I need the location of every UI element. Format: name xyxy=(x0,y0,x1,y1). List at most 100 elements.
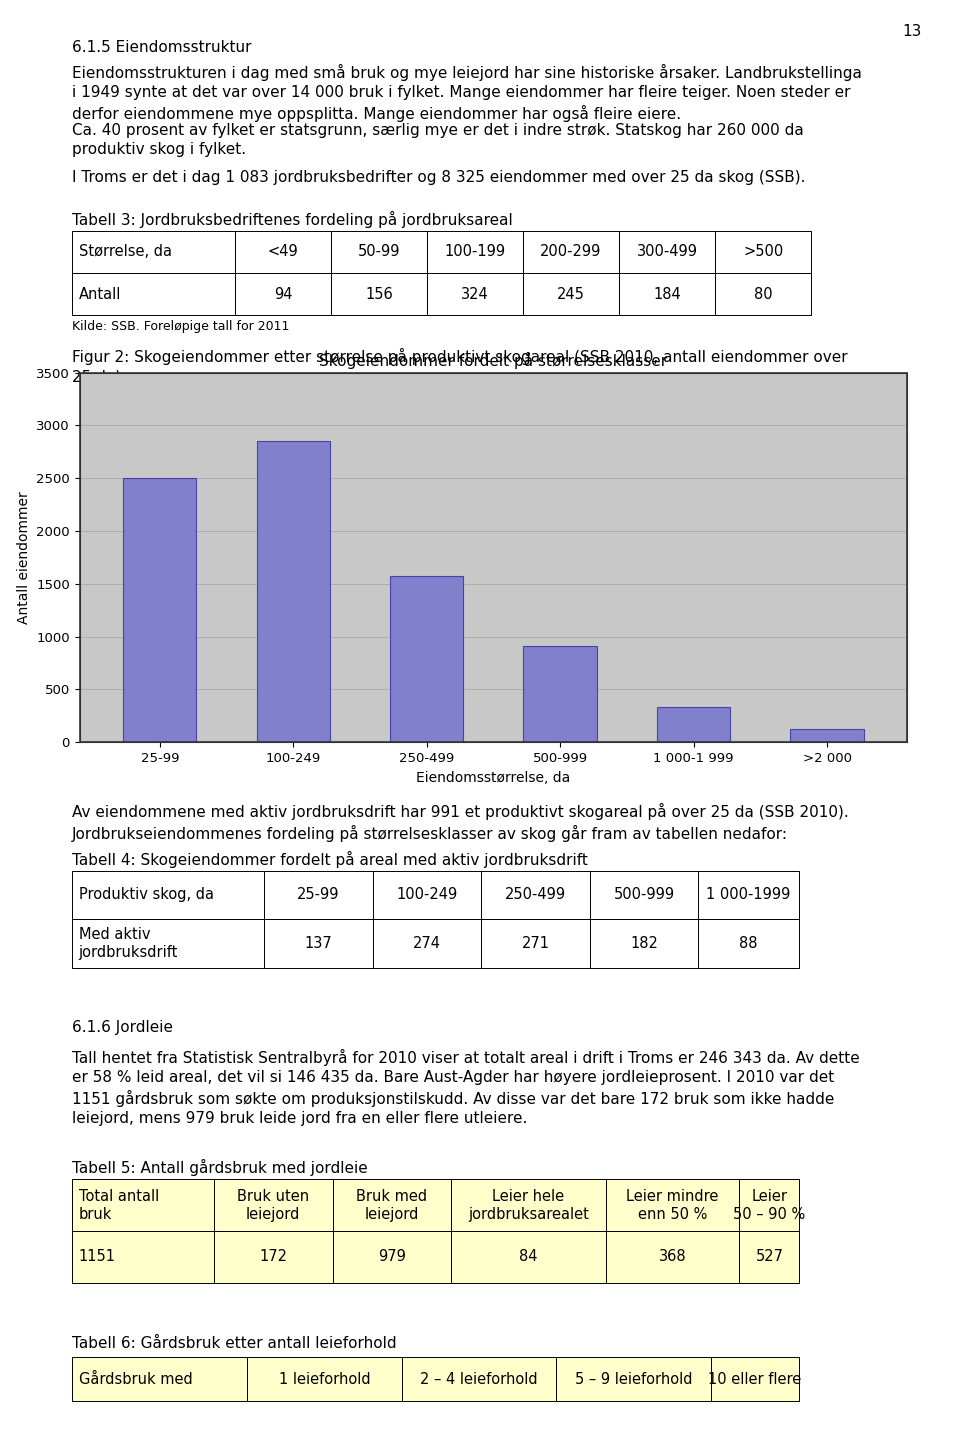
Text: 979: 979 xyxy=(378,1250,406,1264)
Text: 88: 88 xyxy=(739,936,757,952)
Bar xyxy=(332,1179,451,1231)
Text: 527: 527 xyxy=(756,1250,783,1264)
Text: Ca. 40 prosent av fylket er statsgrunn, særlig mye er det i indre strøk. Statsko: Ca. 40 prosent av fylket er statsgrunn, … xyxy=(72,123,804,156)
Bar xyxy=(619,272,715,315)
Text: I Troms er det i dag 1 083 jordbruksbedrifter og 8 325 eiendommer med over 25 da: I Troms er det i dag 1 083 jordbruksbedr… xyxy=(72,171,805,185)
Bar xyxy=(72,231,235,272)
Text: Tabell 5: Antall gårdsbruk med jordleie: Tabell 5: Antall gårdsbruk med jordleie xyxy=(72,1159,368,1176)
Text: 1 000-1999: 1 000-1999 xyxy=(707,887,791,903)
Text: Figur 2: Skogeiendommer etter størrelse på produktivt skogareal (SSB 2010, antal: Figur 2: Skogeiendommer etter størrelse … xyxy=(72,348,848,384)
Text: >500: >500 xyxy=(743,245,783,259)
Bar xyxy=(589,920,698,969)
Text: 324: 324 xyxy=(461,287,489,301)
Text: 94: 94 xyxy=(274,287,292,301)
Bar xyxy=(711,1357,799,1401)
Bar xyxy=(331,272,427,315)
Text: 200-299: 200-299 xyxy=(540,245,602,259)
Text: 100-249: 100-249 xyxy=(396,887,458,903)
Text: 1151: 1151 xyxy=(79,1250,116,1264)
Bar xyxy=(619,231,715,272)
Text: 2 – 4 leieforhold: 2 – 4 leieforhold xyxy=(420,1371,538,1387)
Bar xyxy=(72,1179,214,1231)
Bar xyxy=(523,272,619,315)
Bar xyxy=(332,1231,451,1283)
Bar xyxy=(606,1231,739,1283)
Text: 156: 156 xyxy=(365,287,393,301)
Bar xyxy=(657,708,731,742)
Bar xyxy=(481,870,589,920)
Text: Leier mindre
enn 50 %: Leier mindre enn 50 % xyxy=(626,1188,719,1222)
Bar xyxy=(214,1231,332,1283)
Text: Tabell 3: Jordbruksbedriftenes fordeling på jordbruksareal: Tabell 3: Jordbruksbedriftenes fordeling… xyxy=(72,211,513,228)
Text: Med aktiv
jordbruksdrift: Med aktiv jordbruksdrift xyxy=(79,927,179,960)
Bar xyxy=(698,870,799,920)
Text: 368: 368 xyxy=(659,1250,686,1264)
Text: Leier
50 – 90 %: Leier 50 – 90 % xyxy=(733,1188,805,1222)
Text: 250-499: 250-499 xyxy=(505,887,566,903)
Text: Størrelse, da: Størrelse, da xyxy=(79,245,172,259)
Text: Av eiendommene med aktiv jordbruksdrift har 991 et produktivt skogareal på over : Av eiendommene med aktiv jordbruksdrift … xyxy=(72,802,849,843)
Bar xyxy=(451,1231,606,1283)
Bar xyxy=(715,272,811,315)
Bar xyxy=(790,728,864,742)
Text: 137: 137 xyxy=(304,936,332,952)
X-axis label: Eiendomsstørrelse, da: Eiendomsstørrelse, da xyxy=(417,771,570,785)
Bar xyxy=(264,920,372,969)
Bar xyxy=(427,272,523,315)
Bar xyxy=(72,920,264,969)
Bar xyxy=(372,870,481,920)
Text: Tabell 4: Skogeiendommer fordelt på areal med aktiv jordbruksdrift: Tabell 4: Skogeiendommer fordelt på area… xyxy=(72,851,588,867)
Text: 6.1.6 Jordleie: 6.1.6 Jordleie xyxy=(72,1020,173,1035)
Bar xyxy=(72,870,264,920)
Text: 84: 84 xyxy=(519,1250,538,1264)
Text: <49: <49 xyxy=(268,245,299,259)
Bar xyxy=(715,231,811,272)
Bar xyxy=(72,272,235,315)
Title: Skogeiendommer fordelt på størrelsesklasser: Skogeiendommer fordelt på størrelsesklas… xyxy=(320,351,667,368)
Text: 172: 172 xyxy=(259,1250,287,1264)
Text: 184: 184 xyxy=(653,287,681,301)
Bar xyxy=(739,1179,800,1231)
Bar xyxy=(235,231,331,272)
Text: Produktiv skog, da: Produktiv skog, da xyxy=(79,887,214,903)
Bar xyxy=(523,231,619,272)
Text: Total antall
bruk: Total antall bruk xyxy=(79,1188,159,1222)
Bar xyxy=(264,870,372,920)
Text: Bruk med
leiejord: Bruk med leiejord xyxy=(356,1188,427,1222)
Text: 274: 274 xyxy=(413,936,441,952)
Text: 5 – 9 leieforhold: 5 – 9 leieforhold xyxy=(575,1371,692,1387)
Text: Tall hentet fra Statistisk Sentralbyrå for 2010 viser at totalt areal i drift i : Tall hentet fra Statistisk Sentralbyrå f… xyxy=(72,1049,860,1126)
Text: 100-199: 100-199 xyxy=(444,245,506,259)
Bar xyxy=(481,920,589,969)
Text: 10 eller flere: 10 eller flere xyxy=(708,1371,802,1387)
Text: Antall: Antall xyxy=(79,287,121,301)
Bar xyxy=(523,646,597,742)
Bar xyxy=(256,441,330,742)
Bar xyxy=(589,870,698,920)
Text: 245: 245 xyxy=(557,287,585,301)
Text: 6.1.5 Eiendomsstruktur: 6.1.5 Eiendomsstruktur xyxy=(72,40,252,54)
Text: Eiendomsstrukturen i dag med små bruk og mye leiejord har sine historiske årsake: Eiendomsstrukturen i dag med små bruk og… xyxy=(72,63,862,122)
Text: 50-99: 50-99 xyxy=(358,245,400,259)
Bar xyxy=(214,1179,332,1231)
Text: Leier hele
jordbruksarealet: Leier hele jordbruksarealet xyxy=(468,1188,588,1222)
Text: 300-499: 300-499 xyxy=(636,245,698,259)
Text: Bruk uten
leiejord: Bruk uten leiejord xyxy=(237,1188,309,1222)
Text: 271: 271 xyxy=(521,936,549,952)
Bar xyxy=(557,1357,711,1401)
Text: 1 leieforhold: 1 leieforhold xyxy=(278,1371,371,1387)
Bar xyxy=(248,1357,402,1401)
Bar xyxy=(235,272,331,315)
Bar xyxy=(698,920,799,969)
Text: 182: 182 xyxy=(630,936,658,952)
Bar xyxy=(390,576,464,742)
Bar xyxy=(372,920,481,969)
Bar xyxy=(72,1231,214,1283)
Bar xyxy=(606,1179,739,1231)
Y-axis label: Antall eiendommer: Antall eiendommer xyxy=(16,492,31,623)
Bar xyxy=(72,1357,248,1401)
Bar xyxy=(80,373,907,742)
Text: Gårdsbruk med: Gårdsbruk med xyxy=(79,1371,192,1387)
Bar xyxy=(427,231,523,272)
Text: 25-99: 25-99 xyxy=(298,887,340,903)
